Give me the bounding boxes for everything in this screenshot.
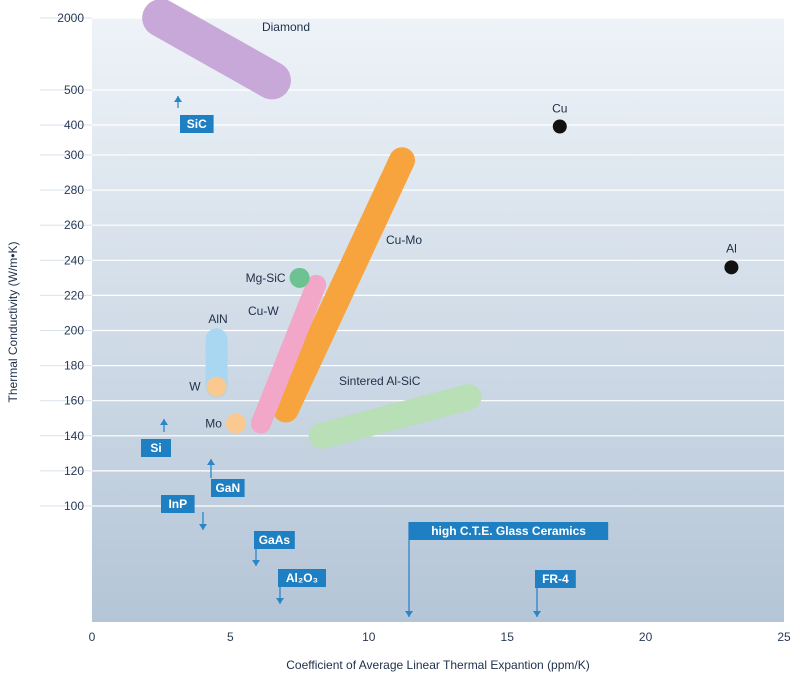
y-tick-label: 140	[64, 429, 84, 443]
indicator-label: high C.T.E. Glass Ceramics	[431, 524, 586, 538]
indicator-box	[535, 570, 576, 588]
y-tick-label: 120	[64, 464, 84, 478]
region-label: AlN	[208, 312, 227, 326]
point-cu	[552, 119, 567, 134]
region-diamond	[142, 0, 291, 100]
indicator-arrowhead	[199, 524, 207, 530]
y-tick-label: 180	[64, 359, 84, 373]
region-label: Cu-Mo	[386, 233, 422, 247]
y-tick-label: 2000	[57, 11, 84, 25]
indicator-box	[161, 495, 195, 513]
material-labels: Diamond Cu-Mo Cu-W AlN Sintered Al-SiC Cu Al Mg…	[189, 20, 737, 431]
indicator-arrowhead	[252, 560, 260, 566]
indicator-label: Si	[150, 441, 161, 455]
point-label: Mg-SiC	[246, 271, 286, 285]
y-axis-ticks: 100 120 140 160 180 200 220 240 260 280 300 400 500 2…	[57, 11, 84, 513]
indicator-label: SiC	[187, 117, 207, 131]
point-al	[724, 260, 739, 275]
y-tick-label: 200	[64, 324, 84, 338]
x-axis-title: Coefficient of Average Linear Thermal Ex…	[286, 658, 590, 672]
x-tick-label: 5	[227, 630, 234, 644]
indicator-label: GaN	[215, 481, 240, 495]
y-tick-label: 500	[64, 83, 84, 97]
y-axis-title: Thermal Conductivity (W/m•K)	[6, 242, 20, 403]
y-tick-label: 260	[64, 218, 84, 232]
y-tick-label: 280	[64, 183, 84, 197]
x-tick-label: 10	[362, 630, 376, 644]
indicator-arrowhead	[405, 611, 413, 617]
y-tick-label: 160	[64, 394, 84, 408]
indicator-box	[180, 115, 214, 133]
point-label: W	[189, 380, 201, 394]
x-tick-label: 25	[777, 630, 791, 644]
material-points	[206, 119, 739, 434]
y-tick-label: 400	[64, 118, 84, 132]
region-label: Sintered Al-SiC	[339, 374, 421, 388]
indicator-box	[278, 569, 326, 587]
grid	[40, 17, 784, 507]
point-w	[206, 376, 227, 397]
x-tick-label: 15	[501, 630, 515, 644]
point-label: Cu	[552, 102, 567, 116]
region-sintered-al-sic	[308, 384, 482, 449]
indicator-box	[141, 439, 171, 457]
indicator-label: Al₂O₃	[286, 571, 318, 585]
region-cu-mo	[272, 147, 416, 423]
region-label: Diamond	[262, 20, 310, 34]
indicator-label: GaAs	[259, 533, 291, 547]
indicator-arrowhead	[174, 96, 182, 102]
region-cu-w	[250, 274, 327, 434]
indicator-label: InP	[168, 497, 187, 511]
indicator-arrowhead	[160, 419, 168, 425]
indicator-box	[254, 531, 295, 549]
point-mg-sic	[289, 267, 310, 288]
y-tick-label: 240	[64, 253, 84, 267]
point-label: Al	[726, 241, 737, 255]
point-label: Mo	[205, 417, 222, 431]
indicator-arrowhead	[533, 611, 541, 617]
indicator-box	[409, 522, 609, 540]
region-label: Cu-W	[248, 304, 279, 318]
x-tick-label: 20	[639, 630, 653, 644]
y-tick-label: 220	[64, 288, 84, 302]
point-mo	[225, 413, 246, 434]
material-indicators: SiC Si GaN InP GaAs Al₂O₃ high C.T.E. Glass Ce…	[141, 96, 609, 617]
y-tick-label: 300	[64, 148, 84, 162]
indicator-label: FR-4	[542, 572, 569, 586]
y-tick-label: 100	[64, 499, 84, 513]
x-axis-ticks: 0 5 10 15 20 25	[89, 630, 791, 644]
indicator-arrowhead	[207, 459, 215, 465]
x-tick-label: 0	[89, 630, 96, 644]
indicator-arrowhead	[276, 598, 284, 604]
indicator-box	[211, 479, 245, 497]
